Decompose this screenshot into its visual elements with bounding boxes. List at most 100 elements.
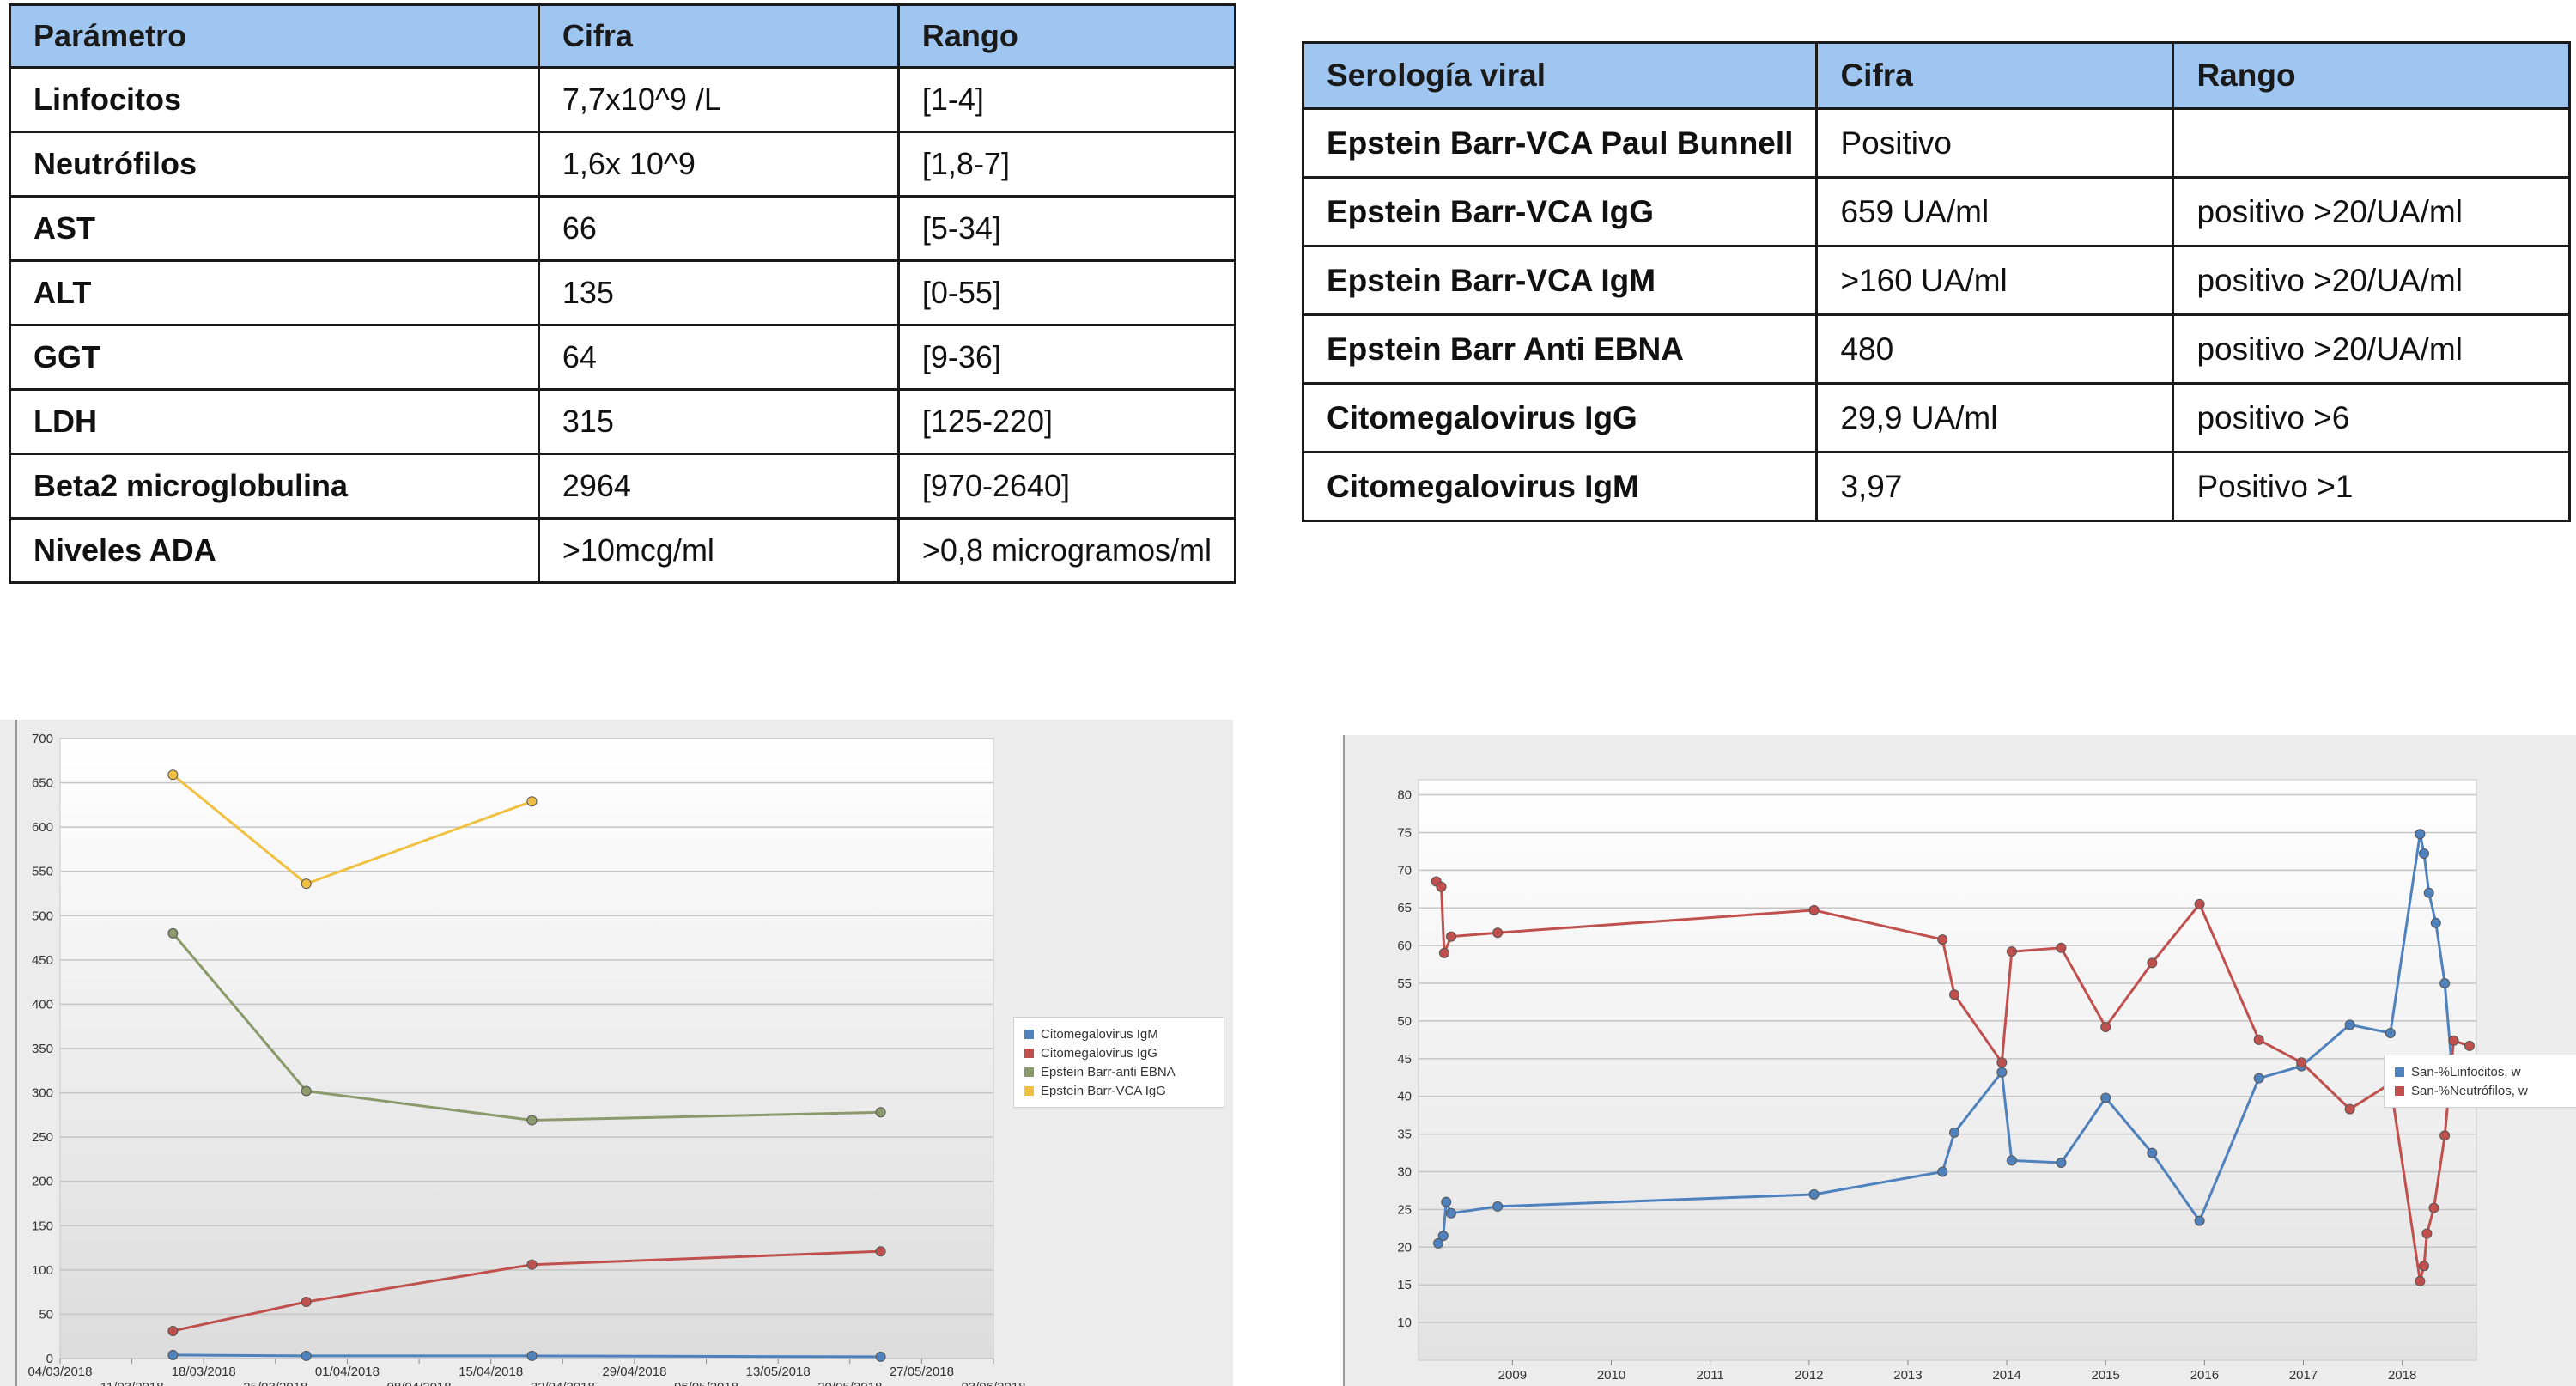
table-row: Beta2 microglobulina 2964 [970-2640]	[9, 453, 1237, 520]
table-row: Neutrófilos 1,6x 10^9 [1,8-7]	[9, 131, 1237, 198]
y-tick-label: 20	[1397, 1240, 1412, 1255]
value-cell: 659 UA/ml	[1815, 176, 2175, 247]
serology-chart-legend: Citomegalovirus IgM Citomegalovirus IgG …	[1013, 1017, 1224, 1108]
data-point	[2194, 898, 2205, 909]
series-line	[173, 1249, 881, 1333]
legend-item: Citomegalovirus IgM	[1024, 1024, 1213, 1043]
data-point	[1996, 1067, 2008, 1078]
test-cell: Citomegalovirus IgM	[1301, 451, 1819, 522]
header-cifra: Cifra	[537, 3, 900, 69]
param-cell: ALT	[9, 259, 540, 326]
y-tick-label: 75	[1397, 825, 1412, 840]
leukocyte-chart-legend: San-%Linfocitos, w San-%Neutrófilos, w	[2384, 1055, 2576, 1108]
data-point	[2100, 1092, 2111, 1103]
legend-label: Epstein Barr-VCA IgG	[1041, 1083, 1166, 1098]
data-point	[2423, 887, 2434, 898]
table-row: AST 66 [5-34]	[9, 195, 1237, 262]
y-tick-label: 45	[1397, 1052, 1412, 1067]
param-cell: GGT	[9, 324, 540, 391]
y-tick-label: 55	[1397, 976, 1412, 991]
x-tick-label: 13/05/2018	[746, 1365, 811, 1379]
data-point	[875, 1351, 886, 1362]
table-header-row: Parámetro Cifra Rango	[9, 3, 1237, 69]
legend-item: Epstein Barr-VCA IgG	[1024, 1081, 1213, 1100]
data-point	[2448, 1035, 2459, 1046]
legend-swatch	[1024, 1067, 1034, 1077]
table-row: ALT 135 [0-55]	[9, 259, 1237, 326]
x-tick-label: 18/03/2018	[172, 1365, 236, 1379]
data-point	[1445, 931, 1456, 942]
x-tick-label: 2013	[1893, 1368, 1922, 1383]
legend-item: San-%Linfocitos, w	[2395, 1062, 2567, 1081]
value-cell: 135	[537, 259, 900, 326]
table-header-row: Serología viral Cifra Rango	[1301, 41, 2571, 110]
range-cell: [0-55]	[896, 259, 1237, 326]
data-point	[2056, 942, 2067, 953]
table-row: Epstein Barr-VCA IgM >160 UA/ml positivo >…	[1301, 245, 2571, 316]
header-rango: Rango	[896, 3, 1237, 69]
range-cell: [125-220]	[896, 388, 1237, 455]
value-cell: 3,97	[1815, 451, 2175, 522]
table-row: Epstein Barr-VCA Paul Bunnell Positivo	[1301, 107, 2571, 179]
data-point	[2430, 917, 2441, 928]
legend-swatch	[2395, 1085, 2404, 1096]
range-cell: [1,8-7]	[896, 131, 1237, 198]
series-line	[172, 932, 881, 1122]
y-tick-label: 400	[32, 997, 53, 1012]
table-row: Niveles ADA >10mcg/ml >0,8 microgramos/ml	[9, 517, 1237, 584]
data-point	[2253, 1073, 2264, 1084]
table-row: Citomegalovirus IgM 3,97 Positivo >1	[1301, 451, 2571, 522]
data-point	[2006, 1155, 2017, 1166]
x-tick-label: 2015	[2092, 1368, 2120, 1383]
data-point	[1808, 904, 1820, 915]
data-point	[1492, 1201, 1504, 1212]
value-cell: 315	[537, 388, 900, 455]
y-tick-label: 700	[32, 732, 53, 746]
data-point	[1436, 881, 1447, 892]
x-tick-label: 27/05/2018	[890, 1365, 954, 1379]
y-tick-label: 0	[46, 1352, 53, 1366]
y-tick-label: 450	[32, 953, 53, 968]
x-tick-label: 15/04/2018	[459, 1365, 523, 1379]
data-point	[2418, 848, 2429, 860]
data-point	[301, 1085, 312, 1097]
y-tick-label: 550	[32, 865, 53, 879]
data-point	[526, 796, 538, 807]
value-cell: Positivo	[1815, 107, 2175, 179]
legend-swatch	[1024, 1029, 1034, 1039]
y-tick-label: 50	[1397, 1014, 1412, 1029]
y-tick-label: 300	[32, 1086, 53, 1101]
data-point	[1949, 989, 1960, 1000]
x-tick-label: 2016	[2190, 1368, 2219, 1383]
data-point	[526, 1115, 538, 1126]
header-serologia: Serología viral	[1301, 41, 1819, 110]
table-row: Epstein Barr Anti EBNA 480 positivo >20/UA…	[1301, 313, 2571, 385]
data-point	[1492, 927, 1504, 939]
x-tick-label: 29/04/2018	[602, 1365, 666, 1379]
y-tick-label: 350	[32, 1042, 53, 1056]
x-tick-label: 11/03/2018	[100, 1380, 164, 1386]
lab-parameters-table: Parámetro Cifra Rango Linfocitos 7,7x10^9…	[9, 3, 1237, 584]
x-tick-label: 2014	[1992, 1368, 2020, 1383]
range-cell: >0,8 microgramos/ml	[896, 517, 1237, 584]
range-cell: positivo >20/UA/ml	[2172, 176, 2571, 247]
data-point	[2415, 1275, 2426, 1286]
y-tick-label: 150	[32, 1219, 53, 1233]
range-cell: [970-2640]	[896, 453, 1237, 520]
y-tick-label: 70	[1397, 863, 1412, 878]
data-point	[2421, 1228, 2433, 1239]
data-point	[2100, 1021, 2111, 1032]
legend-label: Citomegalovirus IgM	[1041, 1026, 1158, 1042]
y-tick-label: 250	[32, 1130, 53, 1145]
data-point	[2253, 1034, 2264, 1045]
x-tick-label: 2018	[2388, 1368, 2416, 1383]
header-parametro: Parámetro	[9, 3, 540, 69]
param-cell: Beta2 microglobulina	[9, 453, 540, 520]
data-point	[2439, 1130, 2451, 1141]
data-point	[2006, 946, 2017, 957]
x-tick-label: 2012	[1795, 1368, 1823, 1383]
data-point	[167, 769, 179, 781]
header-cifra: Cifra	[1815, 41, 2175, 110]
range-cell	[2172, 107, 2571, 179]
data-point	[2147, 957, 2158, 969]
